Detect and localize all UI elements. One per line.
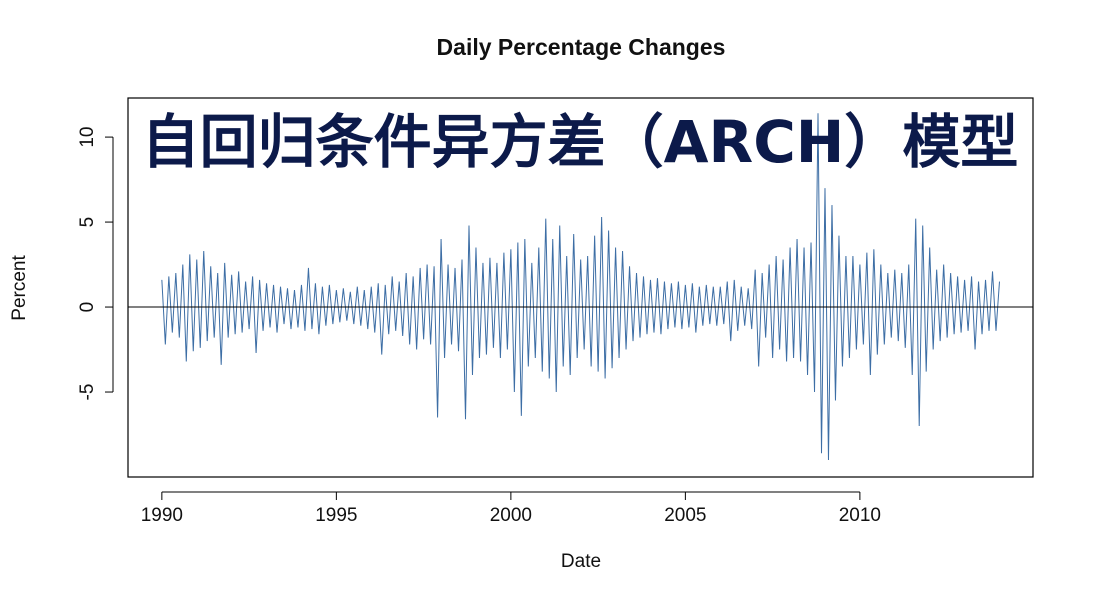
x-tick-label: 1995 xyxy=(315,505,357,526)
x-tick-label: 2000 xyxy=(490,505,532,526)
x-tick-label: 2010 xyxy=(839,505,881,526)
plot-area xyxy=(128,113,1033,461)
y-tick-label: 0 xyxy=(77,302,98,313)
y-tick-label: 5 xyxy=(77,217,98,228)
x-tick-label: 1990 xyxy=(141,505,183,526)
y-axis-label: Percent xyxy=(9,255,30,321)
data-line xyxy=(161,113,1000,461)
y-tick-label: 10 xyxy=(77,127,98,148)
x-axis-label: Date xyxy=(561,551,601,572)
x-tick-label: 2005 xyxy=(664,505,706,526)
overlay-title: 自回归条件异方差（ARCH）模型 xyxy=(142,108,1019,176)
plot-frame xyxy=(127,97,1034,478)
chart-title: Daily Percentage Changes xyxy=(437,34,726,60)
y-tick-label: -5 xyxy=(77,384,98,401)
